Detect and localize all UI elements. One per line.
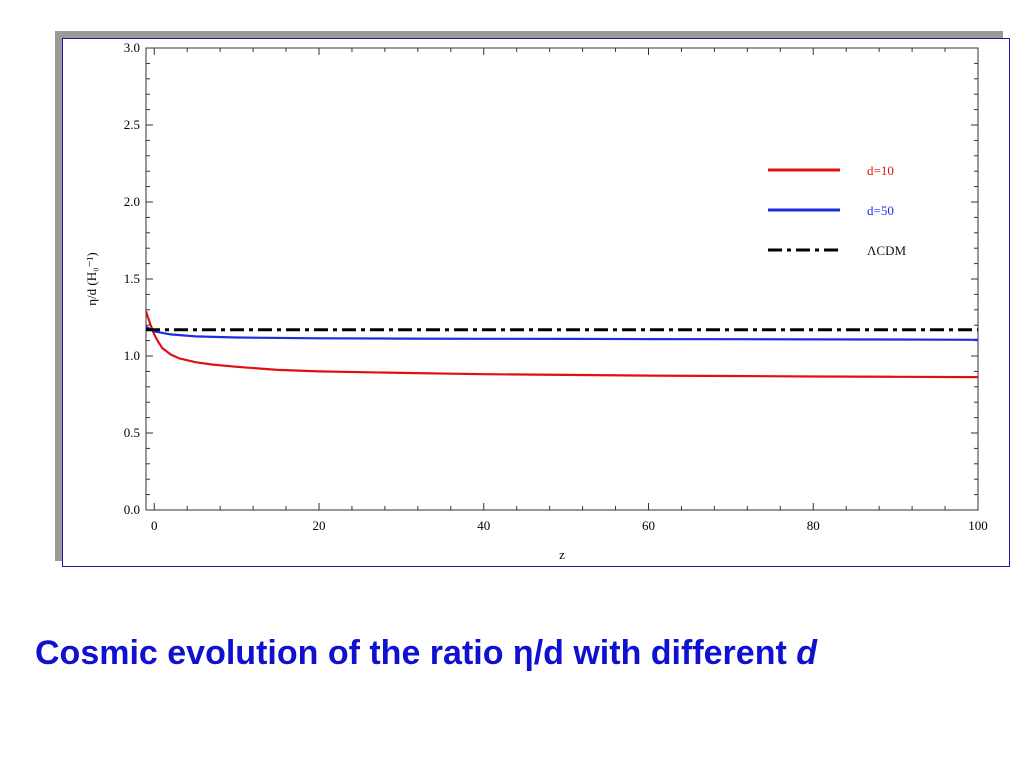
y-tick-label: 1.0 (124, 348, 140, 363)
series-line-1 (145, 325, 979, 341)
y-tick-label: 1.5 (124, 271, 140, 286)
x-tick-label: 100 (968, 518, 988, 533)
y-axis-label: η/d (H₀⁻¹) (84, 252, 99, 306)
legend-label-0: d=10 (867, 163, 894, 178)
series-line-0 (144, 310, 979, 379)
x-tick-label: 0 (151, 518, 158, 533)
x-tick-label: 40 (477, 518, 490, 533)
caption-text: Cosmic evolution of the ratio η/d with d… (35, 634, 797, 672)
x-tick-label: 20 (312, 518, 325, 533)
y-tick-label: 0.0 (124, 502, 140, 517)
y-tick-label: 0.5 (124, 425, 140, 440)
legend-label-1: d=50 (867, 203, 894, 218)
y-tick-label: 2.5 (124, 117, 140, 132)
y-tick-label: 3.0 (124, 40, 140, 55)
legend-label-2: ΛCDM (867, 243, 906, 258)
line-chart: 0 20 40 60 80 100 0.0 0.5 1.0 1.5 2.0 2.5 3.0 d=10 d=… (84, 40, 988, 562)
chart-frame: 0 20 40 60 80 100 0.0 0.5 1.0 1.5 2.0 2.5 3.0 d=10 d=… (62, 38, 1010, 567)
plot-area (145, 47, 979, 511)
caption-emphasis: d (796, 634, 818, 672)
slide-caption: Cosmic evolution of the ratio η/d with d… (35, 634, 995, 673)
x-tick-label: 80 (807, 518, 820, 533)
x-axis-label: z (559, 547, 565, 562)
x-tick-label: 60 (642, 518, 655, 533)
y-tick-label: 2.0 (124, 194, 140, 209)
